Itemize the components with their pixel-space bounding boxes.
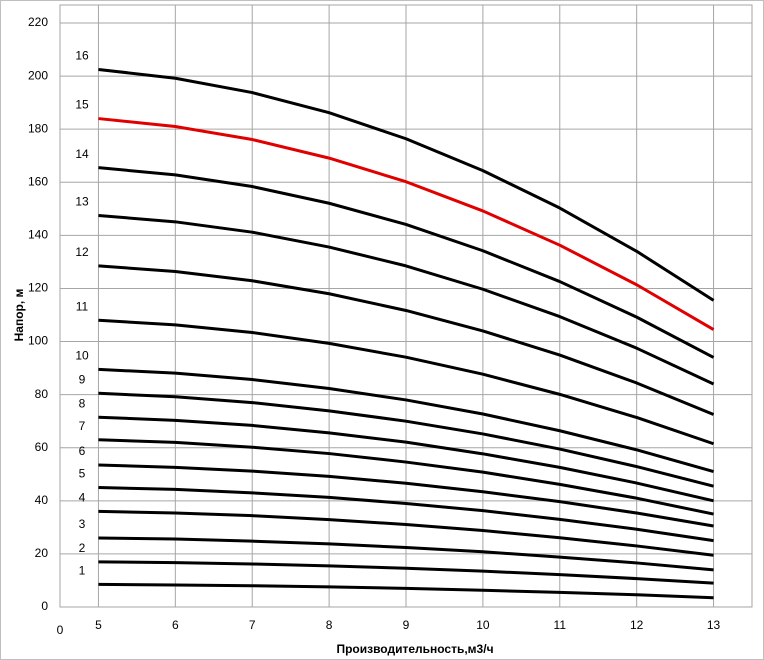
y-tick-label: 120 [28, 281, 48, 295]
x-tick-label: 0 [57, 623, 64, 637]
series-label: 4 [79, 491, 86, 505]
series-label: 11 [76, 299, 89, 313]
y-tick-label: 160 [28, 174, 48, 188]
y-tick-label: 100 [28, 334, 48, 348]
y-tick-label: 80 [35, 387, 49, 401]
series-line [98, 536, 714, 572]
series-line [98, 391, 714, 488]
series-label: 10 [75, 349, 89, 363]
series-line [98, 509, 714, 557]
series-label: 1 [79, 564, 86, 578]
series-line [98, 166, 715, 359]
series-line [98, 213, 715, 386]
series-line [98, 438, 714, 516]
y-tick-label: 20 [35, 546, 49, 560]
x-tick-label: 8 [326, 618, 333, 632]
series-line [98, 318, 715, 446]
series-label: 9 [79, 372, 86, 386]
series-label: 8 [79, 396, 86, 410]
series-line [98, 560, 714, 585]
series-label: 6 [79, 444, 86, 458]
x-tick-label: 12 [630, 618, 644, 632]
series-label: 12 [75, 245, 89, 259]
series-label: 3 [79, 517, 86, 531]
y-tick-label: 140 [28, 228, 48, 242]
y-tick-label: 220 [28, 15, 48, 29]
x-tick-label: 5 [95, 618, 102, 632]
x-tick-label: 6 [172, 618, 179, 632]
series-line [98, 463, 714, 528]
y-tick-label: 180 [28, 121, 48, 135]
x-tick-label: 13 [707, 618, 721, 632]
x-axis-title: Производительность,м3/ч [336, 642, 493, 656]
y-tick-label: 40 [35, 493, 49, 507]
series-line [98, 67, 715, 302]
series-label: 15 [75, 98, 89, 112]
x-tick-label: 11 [554, 618, 567, 632]
y-tick-label: 200 [28, 68, 48, 82]
series-label: 16 [75, 49, 89, 63]
series-line [98, 264, 715, 416]
y-axis-title: Напор, м [12, 288, 26, 341]
series-label: 13 [75, 195, 89, 209]
series-label: 7 [79, 419, 86, 433]
series-line [98, 367, 714, 474]
series-line [98, 582, 714, 600]
x-tick-label: 7 [249, 618, 256, 632]
series-label: 2 [79, 541, 86, 555]
x-tick-label: 10 [476, 618, 490, 632]
series-label: 14 [75, 147, 89, 161]
series-label: 5 [79, 467, 86, 481]
y-tick-label: 0 [41, 599, 48, 613]
series-line [98, 415, 714, 503]
x-tick-label: 9 [403, 618, 410, 632]
y-tick-label: 60 [35, 440, 49, 454]
series-line [98, 117, 715, 331]
series-line [98, 486, 714, 543]
